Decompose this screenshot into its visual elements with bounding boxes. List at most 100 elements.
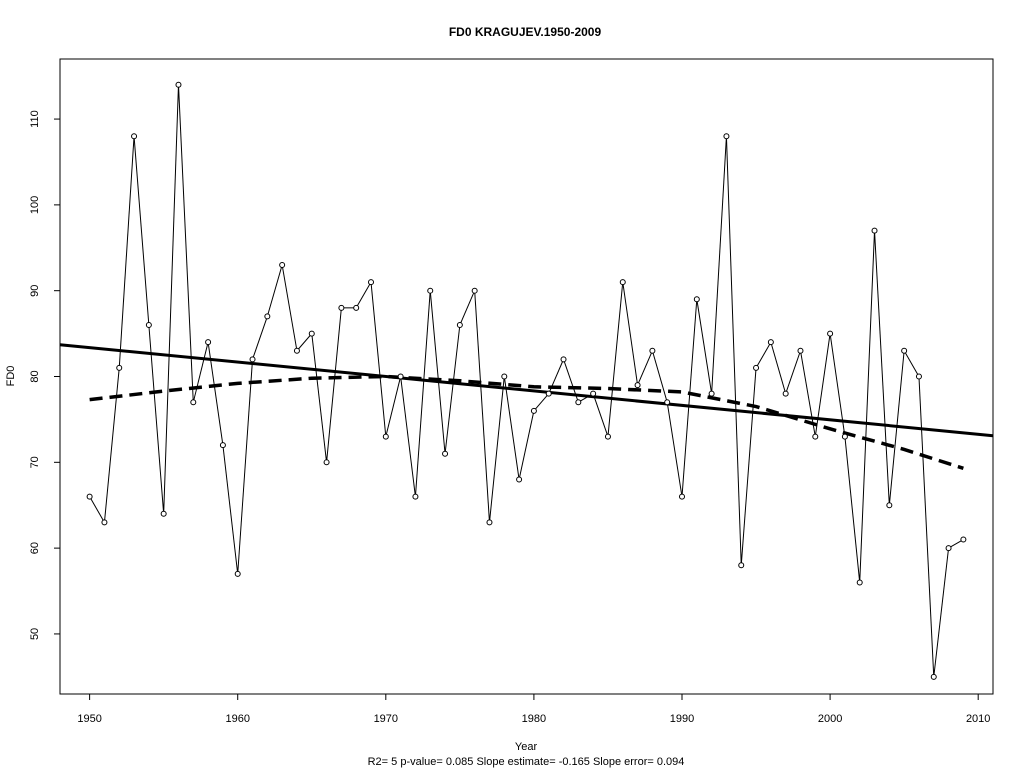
data-point — [649, 347, 656, 354]
observed-line-segment — [237, 361, 253, 572]
x-tick-label: 1950 — [77, 713, 101, 725]
observed-line-segment — [460, 292, 475, 323]
data-point — [871, 227, 878, 234]
data-point — [160, 510, 167, 517]
observed-line-segment — [638, 352, 652, 383]
y-tick-label: 70 — [29, 456, 41, 468]
observed-line-segment — [950, 540, 962, 548]
y-tick-label: 100 — [29, 196, 41, 214]
data-point — [516, 476, 523, 483]
data-point — [530, 407, 537, 414]
data-point — [486, 519, 493, 526]
x-tick-label: 2010 — [966, 713, 990, 725]
observed-line-segment — [696, 301, 712, 392]
x-axis: 1950 1960 1970 1980 1990 2000 2010 — [77, 694, 990, 725]
observed-line-segment — [844, 439, 860, 581]
data-point — [797, 347, 804, 354]
data-point — [693, 296, 700, 303]
data-point — [101, 519, 108, 526]
data-point — [205, 339, 212, 346]
data-point — [708, 390, 715, 397]
y-tick-label: 80 — [29, 370, 41, 382]
data-point — [960, 536, 967, 543]
data-point — [575, 399, 582, 406]
observed-line-segment — [667, 404, 683, 495]
data-point — [175, 81, 182, 88]
data-point — [382, 433, 389, 440]
data-point — [738, 562, 745, 569]
data-point — [308, 330, 315, 337]
observed-line-segment — [474, 293, 490, 520]
data-point — [471, 287, 478, 294]
observed-line-segment — [726, 138, 742, 563]
observed-line-segment — [771, 344, 786, 392]
observed-line-segment — [829, 335, 846, 435]
observed-line-segment — [593, 395, 608, 435]
observed-line-segment — [133, 138, 150, 323]
observed-line-segment — [385, 378, 401, 435]
data-point — [279, 261, 286, 268]
y-tick-label: 110 — [29, 110, 41, 128]
x-tick-label: 1970 — [374, 713, 398, 725]
data-point — [131, 133, 138, 140]
y-axis: 50 60 70 80 90 100 110 — [29, 110, 60, 640]
y-tick-label: 90 — [29, 285, 41, 297]
observed-line-segment — [400, 378, 416, 495]
data-point — [664, 399, 671, 406]
observed-line-segment — [282, 267, 298, 349]
observed-line-segment — [607, 284, 624, 435]
observed-line-segment — [711, 138, 727, 392]
observed-line-segment — [504, 378, 520, 478]
x-tick-label: 1990 — [670, 713, 694, 725]
data-point — [590, 390, 597, 397]
observed-line-segment — [933, 550, 949, 675]
data-point — [930, 673, 937, 680]
observed-line-segment — [326, 310, 342, 460]
data-point — [619, 279, 626, 286]
observed-line-segment — [904, 352, 919, 375]
observed-line-segment — [163, 87, 179, 512]
data-point — [442, 450, 449, 457]
data-point — [234, 570, 241, 577]
data-point — [116, 364, 123, 371]
observed-line-segment — [681, 301, 698, 495]
data-point — [501, 373, 508, 380]
data-point — [145, 322, 152, 329]
data-point — [767, 339, 774, 346]
observed-line-segment — [193, 344, 208, 400]
data-point — [293, 347, 300, 354]
y-axis-title: FD0 — [5, 366, 17, 387]
x-tick-label: 1980 — [522, 713, 546, 725]
observed-line-segment — [622, 284, 638, 383]
smoothed-trend-line — [89, 374, 964, 470]
observed-line-segment — [298, 335, 311, 350]
data-point — [901, 347, 908, 354]
observed-line-segment — [800, 353, 816, 435]
observed-line-segment — [207, 344, 224, 443]
observed-line-segment — [652, 353, 667, 400]
data-point — [397, 373, 404, 380]
data-point — [723, 133, 730, 140]
data-point — [915, 373, 922, 380]
data-point — [86, 493, 93, 500]
data-point — [827, 330, 834, 337]
observed-line-segment — [756, 344, 771, 367]
data-point — [412, 493, 419, 500]
data-point — [368, 279, 374, 286]
data-point — [219, 442, 226, 449]
data-point — [323, 459, 330, 466]
data-point — [456, 322, 463, 329]
observed-line-segment — [429, 293, 446, 452]
data-point — [634, 382, 641, 389]
chart-subtitle-stats: R2= 5 p-value= 0.085 Slope estimate= -0.… — [368, 756, 685, 768]
observed-line-segment — [118, 138, 135, 366]
observed-line-segment — [148, 327, 164, 512]
data-point — [338, 304, 345, 311]
data-point — [812, 433, 819, 440]
observed-line-segment — [222, 447, 238, 572]
observed-line-segment — [489, 378, 505, 520]
data-point — [604, 433, 611, 440]
plot-area — [59, 81, 994, 680]
observed-line-segment — [786, 352, 801, 392]
